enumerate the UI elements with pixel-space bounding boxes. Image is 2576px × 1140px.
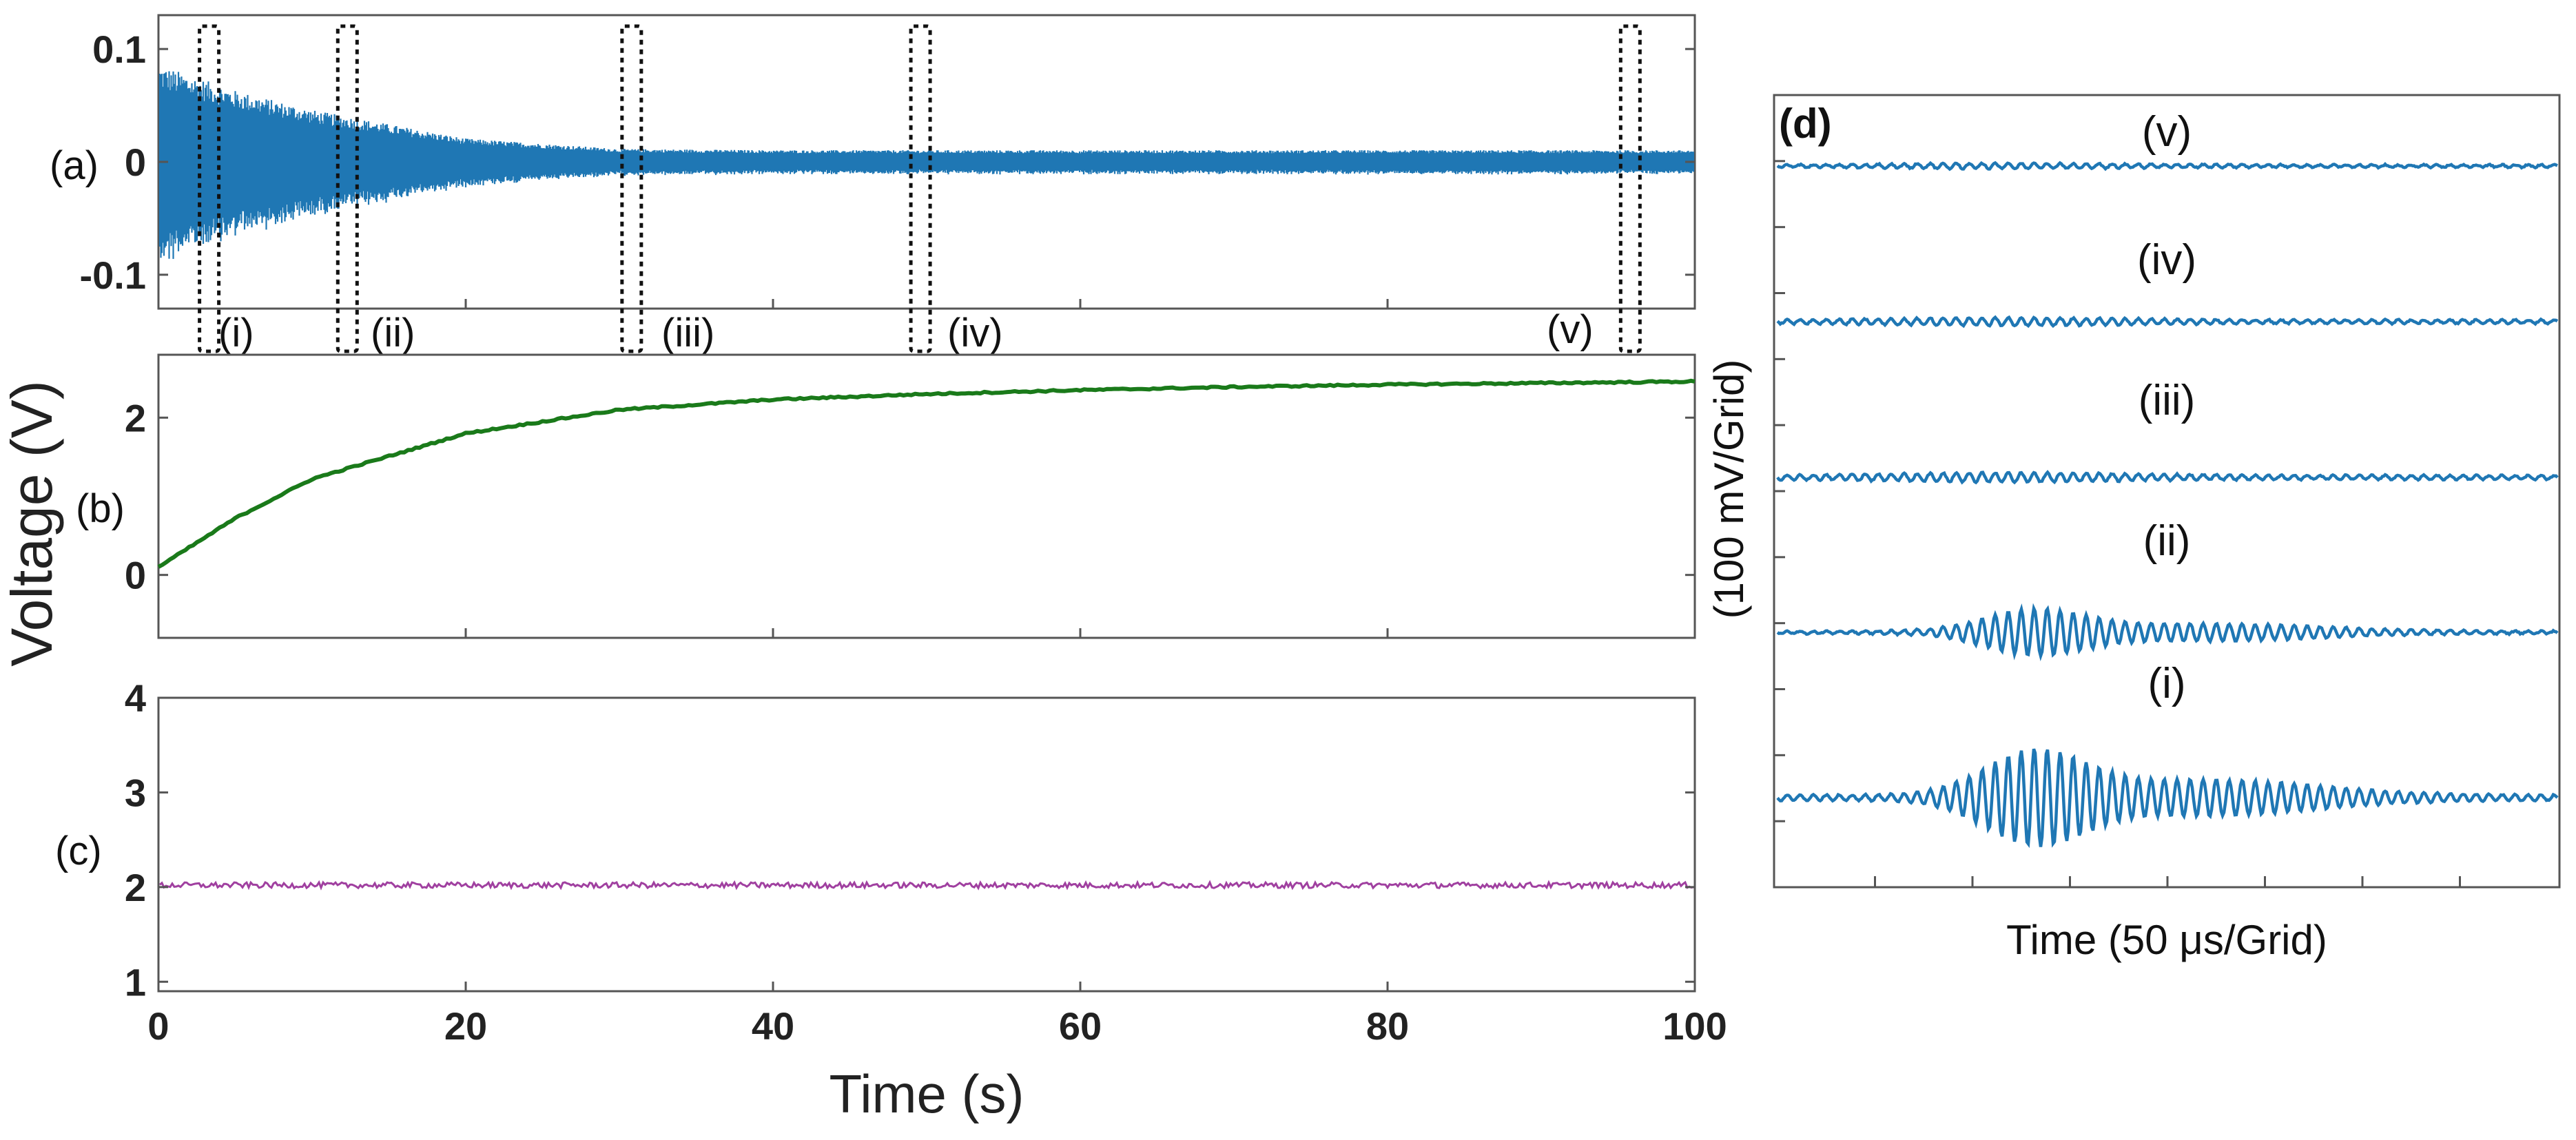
ytick-label: -0.1	[80, 253, 147, 297]
panel-d-label: (d)	[1779, 101, 1832, 147]
trace-label: (i)	[2147, 660, 2185, 707]
ytick-label: 0.1	[92, 28, 146, 71]
signal-a-trace	[158, 71, 1695, 259]
ytick-label: 2	[125, 396, 146, 439]
xtick-label: 40	[752, 1004, 794, 1048]
panel-c-frame	[157, 696, 1696, 993]
panel-d-traces	[1776, 160, 2559, 849]
panel-a-signal	[158, 71, 1695, 259]
xtick-label: 100	[1662, 1004, 1727, 1048]
xtick-label: 20	[444, 1004, 487, 1048]
trace-3	[1776, 603, 2559, 662]
panel-d-y-label: (100 mV/Grid)	[1706, 360, 1752, 619]
window-box	[1618, 24, 1642, 353]
trace-0	[1776, 160, 2558, 172]
ytick-label: 0	[125, 141, 146, 184]
window-label-iv: (iv)	[947, 311, 1003, 355]
ytick-label: 4	[125, 676, 146, 720]
trace-label: (iii)	[2139, 377, 2196, 424]
ytick-label: 1	[125, 960, 146, 1004]
window-box	[198, 24, 221, 353]
panel-c-x-label: Time (s)	[829, 1064, 1024, 1124]
panel-c-xticks: 0 20 40 60 80 100	[147, 299, 1727, 1048]
shared-y-label: Voltage (V)	[0, 380, 64, 667]
xtick-label: 0	[147, 1004, 169, 1048]
ytick-label: 0	[125, 554, 146, 597]
panel-b: 20 (b)	[76, 353, 1696, 639]
panel-c-yticks: 4 3 2 1	[125, 676, 1695, 1004]
trace-2	[1776, 470, 2559, 485]
panel-b-yticks: 20	[125, 396, 1695, 597]
panel-d-frame	[1773, 94, 2561, 889]
trace-label: (iv)	[2137, 236, 2196, 284]
window-label-i: (i)	[218, 311, 254, 355]
panel-b-signal	[157, 378, 1696, 569]
window-box	[620, 24, 643, 353]
trace-label: (ii)	[2143, 517, 2191, 565]
signal-b-trace	[157, 378, 1696, 569]
xtick-label: 80	[1366, 1004, 1409, 1048]
signal-c-trace	[159, 880, 1694, 891]
panel-a-label: (a)	[50, 143, 99, 188]
panel-d-grid-ticks	[1774, 160, 2461, 887]
panel-c-signal	[159, 880, 1694, 891]
panel-b-label: (b)	[76, 486, 125, 531]
panel-a: 0.1 0 -0.1 (a) (i) (ii) (iii) (iv) (v)	[50, 14, 1696, 355]
panel-a-yticks: 0.1 0 -0.1	[80, 28, 1695, 297]
window-box	[909, 24, 932, 353]
window-label-ii: (ii)	[371, 311, 415, 355]
panel-a-windows	[198, 24, 1642, 353]
window-label-iii: (iii)	[661, 311, 714, 355]
panel-d-trace-labels: (v) (iv) (iii) (ii) (i)	[2137, 108, 2196, 707]
trace-4	[1776, 748, 2559, 849]
ytick-label: 3	[125, 771, 146, 814]
xtick-label: 60	[1059, 1004, 1102, 1048]
panel-d-x-label: Time (50 μs/Grid)	[2006, 917, 2327, 963]
panel-d: (d) (v) (iv) (iii) (ii) (i) (100 mV/Grid) Ti…	[1706, 94, 2561, 963]
panel-c-label: (c)	[55, 829, 102, 873]
trace-label: (v)	[2142, 108, 2192, 156]
trace-1	[1776, 315, 2559, 329]
panel-b-frame	[157, 353, 1696, 639]
window-box	[336, 24, 359, 353]
ytick-label: 2	[125, 866, 146, 909]
window-label-v: (v)	[1547, 307, 1594, 352]
